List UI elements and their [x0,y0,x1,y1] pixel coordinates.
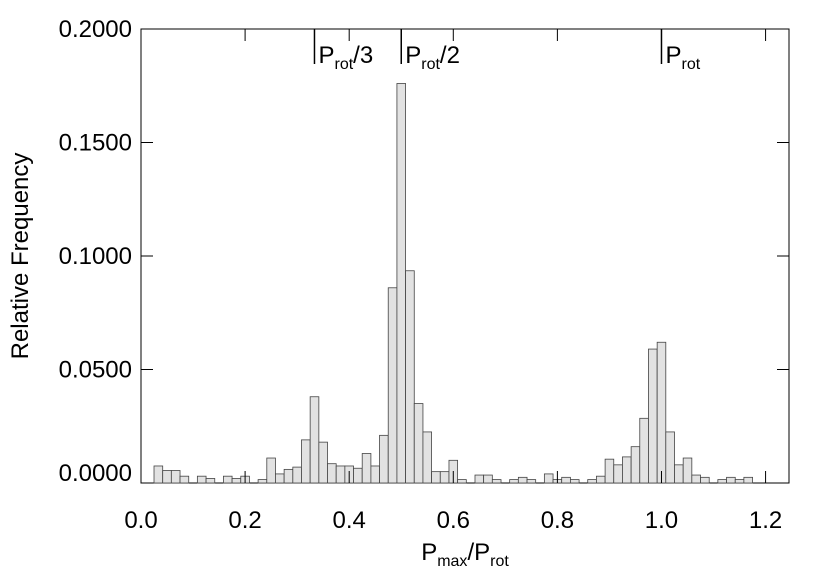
x-tick-label: 1.2 [749,507,782,534]
bar [743,476,753,484]
bar [431,471,441,484]
bar [353,467,363,484]
bar [379,434,389,484]
x-axis-label: Pmax/Prot [421,539,509,570]
bar [457,479,467,484]
bar [309,396,320,484]
bar [630,446,641,484]
x-tick-label: 0.2 [228,507,261,534]
bar [613,464,623,484]
bar [275,473,285,484]
x-axis-label-part: P [421,539,437,566]
bar [153,465,164,484]
bar [413,403,424,484]
plot-frame [140,28,790,484]
y-tick-label: 0.1500 [59,130,132,157]
y-tick-label: 0.1000 [59,243,132,270]
bar [257,479,268,484]
x-axis-label-part: max [437,553,467,570]
x-tick-label: 0.6 [437,507,470,534]
bar [543,473,554,484]
bar [526,479,537,484]
bar [196,475,207,484]
bar [370,465,380,484]
x-tick-label: 0.0 [124,507,157,534]
x-axis-label-part: rot [490,553,509,570]
bar [301,439,311,484]
annotation-base: P [318,42,334,69]
bar [170,470,181,484]
x-tick-label: 0.4 [333,507,366,534]
annotation: Prot [665,42,700,73]
bar [656,341,667,484]
bar [179,475,190,484]
annotation-tail: /2 [440,42,460,69]
bar [387,287,398,484]
bar [648,348,658,484]
annotation-tail: /3 [353,42,373,69]
annotation: Prot/3 [318,42,373,73]
annotation-sub: rot [421,56,440,73]
bar [665,431,675,484]
bar [422,431,432,484]
annotation: Prot/2 [405,42,460,73]
bar [231,478,242,484]
bar [283,468,294,484]
bar [517,476,528,484]
bar [726,476,736,484]
y-axis-label: Relative Frequency [7,153,34,360]
annotation-sub: rot [681,56,700,73]
bar [483,474,493,484]
bar [569,479,580,484]
bar [491,479,502,484]
bar [682,457,693,484]
bar [396,83,406,484]
bar [474,474,485,484]
bar [327,463,337,484]
y-tick-label: 0.2000 [59,16,132,43]
bar [361,453,372,484]
y-tick-label: 0.0500 [59,357,132,384]
bar [439,471,450,484]
bar [734,479,745,484]
bar [561,476,571,484]
bar [205,478,216,484]
bar [405,270,415,484]
bar [222,475,233,484]
bar [596,475,606,484]
bar [622,456,632,484]
bar [335,465,346,484]
bar [318,441,328,484]
annotation-base: P [665,42,681,69]
annotation-base: P [405,42,421,69]
bar [266,457,276,484]
bar [587,479,597,484]
bar [162,470,172,484]
bar [700,476,710,484]
y-tick-label: 0.0000 [59,460,132,487]
x-axis-label-part: /P [467,539,490,566]
bar [509,479,519,484]
bar [674,464,684,484]
bar [717,479,727,484]
annotation-sub: rot [334,56,353,73]
x-tick-label: 1.0 [645,507,678,534]
bar [691,474,701,484]
x-tick-label: 0.8 [541,507,574,534]
bar [292,466,302,484]
bar [604,458,615,484]
bar [639,417,649,484]
